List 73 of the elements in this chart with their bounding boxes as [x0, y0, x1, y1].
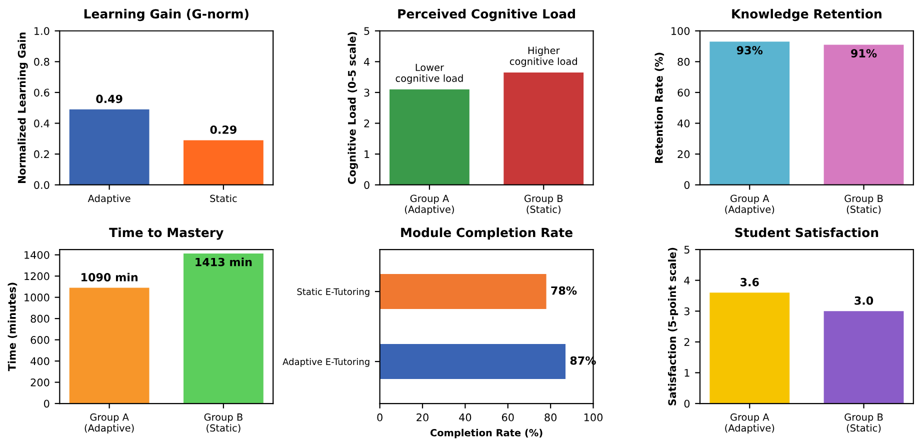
annotation: Higher cognitive load	[510, 46, 577, 67]
y-tick-label: 40	[678, 119, 690, 128]
x-tick-label: 60	[502, 413, 514, 422]
y-tick-label: 3	[684, 307, 690, 316]
data-label: 1413 min	[196, 258, 252, 266]
y-tick-label: 1	[364, 150, 370, 158]
x-tick-label: Group A (Adaptive)	[405, 194, 454, 215]
y-tick-label: 0	[364, 181, 370, 189]
annotation: Lower cognitive load	[396, 64, 463, 84]
data-label: 1090 min	[82, 272, 138, 282]
data-label: 3.6	[740, 278, 759, 286]
chart-title: Learning Gain (G-norm)	[84, 8, 248, 22]
chart-title: Time to Mastery	[109, 228, 224, 240]
chart-title: Perceived Cognitive Load	[398, 8, 575, 22]
y-tick-label: 0	[44, 400, 50, 408]
y-tick-label: Static E-Tutoring	[297, 288, 370, 297]
x-tick-label: 20	[416, 413, 428, 422]
y-tick-label: 5	[684, 246, 690, 254]
x-tick-label: Group A (Adaptive)	[725, 413, 774, 434]
y-tick-label: 600	[30, 336, 50, 344]
data-label: 0.49	[96, 94, 122, 104]
x-axis-title: Completion Rate (%)	[430, 428, 542, 438]
y-tick-label: 0	[684, 181, 690, 189]
data-label: 0.29	[210, 125, 236, 134]
y-axis-title: Normalized Learning Gain	[18, 32, 28, 183]
chart-title: Knowledge Retention	[732, 8, 882, 22]
y-tick-label: 1	[684, 369, 690, 377]
x-tick-label: Group B (Static)	[844, 413, 883, 433]
y-tick-label: 4	[364, 58, 370, 66]
y-axis-title: Retention Rate (%)	[654, 52, 664, 163]
x-tick-label: 100	[584, 413, 603, 422]
x-tick-label: Adaptive	[88, 194, 130, 204]
data-label: 3.0	[854, 296, 874, 305]
x-tick-label: 40	[459, 413, 472, 422]
y-tick-label: 400	[30, 357, 50, 366]
x-tick-label: Group A (Adaptive)	[725, 194, 774, 215]
y-tick-label: 1200	[24, 272, 50, 280]
x-tick-label: Group A (Adaptive)	[84, 413, 134, 434]
x-tick-label: Group B (Static)	[844, 194, 883, 214]
y-tick-label: 0.2	[34, 150, 49, 158]
chart-title: Module Completion Rate	[401, 228, 572, 240]
y-tick-label: Adaptive E-Tutoring	[282, 358, 370, 367]
y-tick-label: 0	[684, 400, 690, 408]
x-tick-label: Static	[210, 194, 237, 202]
y-tick-label: 1400	[24, 251, 50, 259]
y-axis-title: Satisfaction (5-point scale)	[668, 248, 678, 406]
y-tick-label: 0.8	[34, 58, 50, 66]
x-tick-label: 80	[544, 413, 557, 422]
y-tick-label: 0.4	[34, 119, 50, 128]
y-tick-label: 1.0	[34, 27, 50, 35]
data-label: 91%	[851, 49, 877, 58]
y-tick-label: 1000	[24, 294, 50, 302]
x-tick-label: Group B (Static)	[524, 194, 563, 214]
chart-title: Student Satisfaction	[735, 228, 878, 238]
y-tick-label: 100	[672, 27, 690, 35]
y-tick-label: 0.6	[34, 88, 50, 97]
data-label: 93%	[736, 46, 763, 54]
x-tick-label: 0	[377, 413, 382, 422]
y-tick-label: 20	[678, 150, 690, 158]
y-tick-label: 200	[30, 378, 50, 386]
y-tick-label: 0.0	[34, 181, 50, 189]
y-tick-label: 5	[364, 27, 370, 35]
y-tick-label: 4	[684, 276, 690, 284]
y-tick-label: 2	[364, 119, 370, 128]
y-tick-label: 800	[30, 314, 50, 323]
x-tick-label: Group B (Static)	[204, 413, 242, 433]
y-tick-label: 3	[364, 88, 370, 97]
y-tick-label: 80	[678, 58, 690, 66]
data-label: 78%	[551, 286, 577, 295]
y-axis-title: Cognitive Load (0-5 scale)	[348, 32, 358, 184]
y-axis-title: Time (minutes)	[8, 282, 18, 372]
y-tick-label: 60	[678, 88, 690, 97]
y-tick-label: 2	[684, 338, 690, 346]
